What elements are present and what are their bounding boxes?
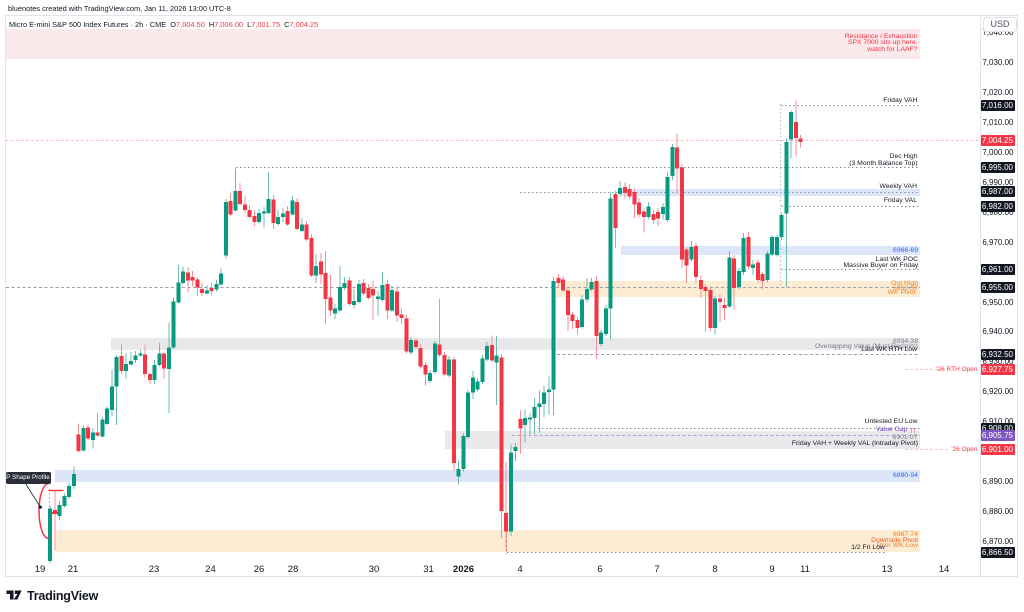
svg-text:TradingView: TradingView (27, 589, 99, 603)
